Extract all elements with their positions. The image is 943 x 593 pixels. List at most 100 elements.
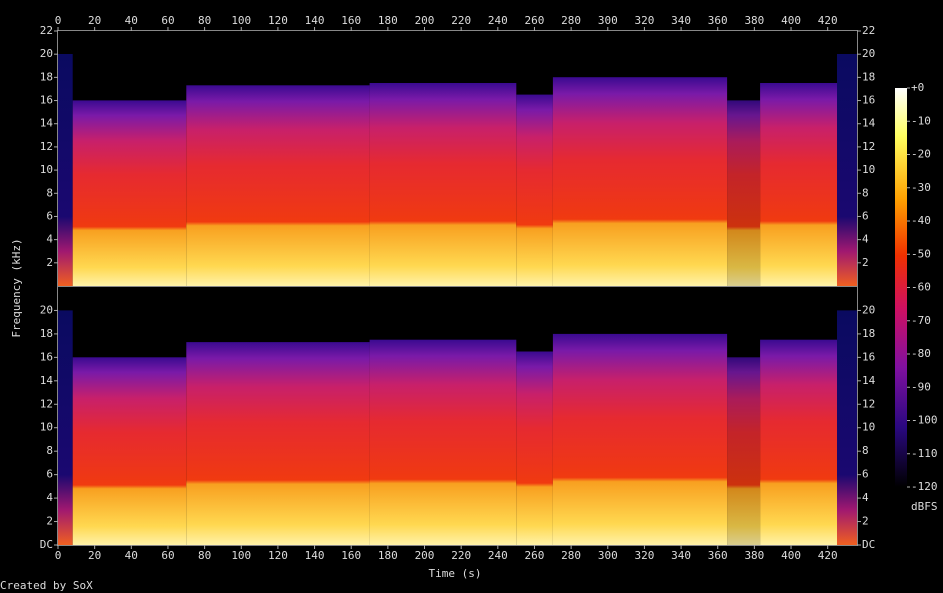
- y-tick-label: 16: [40, 350, 53, 363]
- y-tick-label: 2: [46, 515, 53, 528]
- y-tick-label: 14: [40, 374, 54, 387]
- x-tick-label: 60: [161, 549, 174, 562]
- y-tick-label: 18: [40, 327, 53, 340]
- x-tick-label: 380: [744, 14, 764, 27]
- y-tick-label: 4: [46, 233, 53, 246]
- y-tick-label: 4: [862, 233, 869, 246]
- x-tick-label: 280: [561, 14, 581, 27]
- x-tick-label: 420: [818, 549, 838, 562]
- y-tick-label: 12: [40, 397, 53, 410]
- y-tick-label: 16: [862, 350, 875, 363]
- x-tick-label: 100: [231, 14, 251, 27]
- x-tick-label: 140: [305, 549, 325, 562]
- y-tick-label: 12: [862, 397, 875, 410]
- colorbar-tick-label: -10: [911, 114, 931, 127]
- x-tick-label: 0: [55, 549, 62, 562]
- colorbar-tick-label: -70: [911, 314, 931, 327]
- y-tick-label: 6: [862, 209, 869, 222]
- x-tick-label: 360: [708, 549, 728, 562]
- y-tick-label: 16: [40, 94, 53, 107]
- y-tick-label: 12: [862, 140, 875, 153]
- x-tick-label: 160: [341, 14, 361, 27]
- colorbar-tick-label: -30: [911, 181, 931, 194]
- y-tick-label: 20: [40, 303, 53, 316]
- x-tick-label: 80: [198, 14, 211, 27]
- spectrogram-image: [58, 54, 857, 545]
- x-tick-label: 140: [305, 14, 325, 27]
- colorbar-tick-label: -110: [911, 447, 938, 460]
- credit: Created by SoX: [0, 579, 93, 592]
- x-tick-label: 120: [268, 549, 288, 562]
- x-axis-label: Time (s): [429, 567, 482, 580]
- y-tick-label: 6: [862, 468, 869, 481]
- x-tick-label: 320: [634, 14, 654, 27]
- y-tick-label: 18: [40, 70, 53, 83]
- colorbar-tick-label: -120: [911, 480, 938, 493]
- y-tick-label: 18: [862, 70, 875, 83]
- colorbar-tick-label: -50: [911, 247, 931, 260]
- x-tick-label: 160: [341, 549, 361, 562]
- x-tick-label: 360: [708, 14, 728, 27]
- x-tick-label: 60: [161, 14, 174, 27]
- colorbar-tick-label: +0: [911, 81, 924, 94]
- y-tick-label: 16: [862, 94, 875, 107]
- colorbar-tick-label: -90: [911, 380, 931, 393]
- x-tick-label: 400: [781, 14, 801, 27]
- y-tick-label: 14: [862, 374, 876, 387]
- plot-frame: [57, 286, 858, 546]
- y-tick-label: 6: [46, 209, 53, 222]
- x-tick-label: 180: [378, 14, 398, 27]
- x-tick-label: 300: [598, 549, 618, 562]
- y-tick-label: 18: [862, 327, 875, 340]
- x-tick-label: 400: [781, 549, 801, 562]
- y-tick-label: 10: [862, 163, 875, 176]
- y-tick-label: 14: [862, 117, 876, 130]
- y-tick-label: 2: [46, 256, 53, 269]
- x-tick-label: 320: [634, 549, 654, 562]
- x-tick-label: 120: [268, 14, 288, 27]
- y-tick-label: 4: [46, 491, 53, 504]
- y-tick-label: 2: [862, 256, 869, 269]
- colorbar-tick-label: -100: [911, 414, 938, 427]
- x-tick-label: 200: [415, 14, 435, 27]
- colorbar-tick-label: -20: [911, 148, 931, 161]
- x-tick-label: 340: [671, 549, 691, 562]
- y-tick-label: 8: [862, 444, 869, 457]
- x-tick-label: 0: [55, 14, 62, 27]
- x-tick-label: 300: [598, 14, 618, 27]
- y-tick-label: 12: [40, 140, 53, 153]
- x-tick-label: 220: [451, 549, 471, 562]
- colorbar-tick-label: -60: [911, 281, 931, 294]
- x-tick-label: 280: [561, 549, 581, 562]
- y-tick-label: 10: [40, 421, 53, 434]
- x-tick-label: 40: [125, 14, 138, 27]
- y-tick-label: 2: [862, 515, 869, 528]
- x-tick-label: 20: [88, 549, 101, 562]
- x-tick-label: 380: [744, 549, 764, 562]
- y-tick-label: DC: [862, 538, 875, 551]
- x-tick-label: 80: [198, 549, 211, 562]
- x-tick-label: 240: [488, 14, 508, 27]
- x-tick-label: 100: [231, 549, 251, 562]
- x-tick-label: 260: [525, 549, 545, 562]
- x-tick-label: 220: [451, 14, 471, 27]
- y-tick-label: 4: [862, 491, 869, 504]
- x-tick-label: 20: [88, 14, 101, 27]
- y-tick-label: 20: [40, 47, 53, 60]
- colorbar-tick-label: -80: [911, 347, 931, 360]
- colorbar-tick-label: -40: [911, 214, 931, 227]
- colorbar: [895, 88, 907, 487]
- y-tick-label: 22: [40, 24, 53, 37]
- y-tick-label: 8: [46, 186, 53, 199]
- y-tick-label: 20: [862, 303, 875, 316]
- y-tick-label: 22: [862, 24, 875, 37]
- y-tick-label: 10: [862, 421, 875, 434]
- y-tick-label: 20: [862, 47, 875, 60]
- x-tick-label: 340: [671, 14, 691, 27]
- y-tick-label: 10: [40, 163, 53, 176]
- colorbar-label: dBFS: [911, 500, 938, 513]
- y-axis-label: Frequency (kHz): [10, 238, 23, 337]
- y-tick-label: 14: [40, 117, 54, 130]
- x-tick-label: 200: [415, 549, 435, 562]
